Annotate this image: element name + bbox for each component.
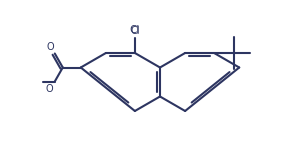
Text: O: O xyxy=(47,41,55,51)
Text: Cl: Cl xyxy=(130,25,140,35)
Text: Cl: Cl xyxy=(130,26,140,36)
Text: O: O xyxy=(46,83,54,93)
